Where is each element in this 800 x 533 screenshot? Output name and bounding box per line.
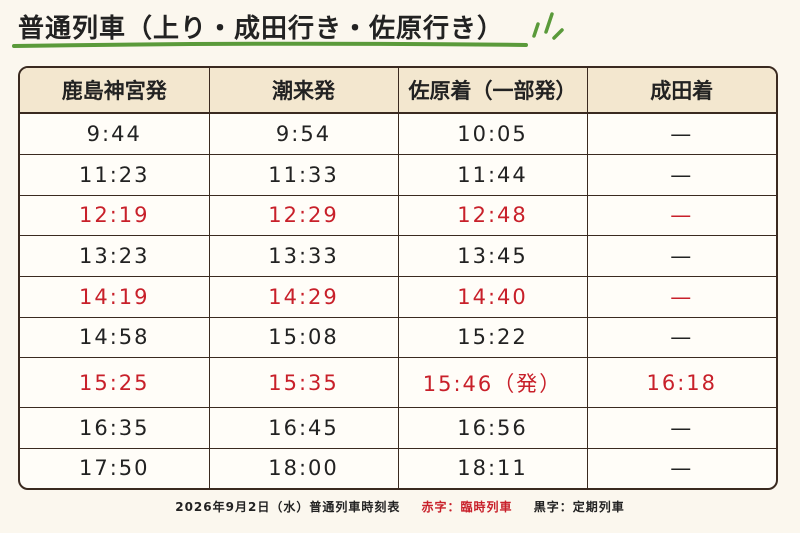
row: 14:19 14:29 14:40— — [20, 276, 776, 318]
cell: 18:11 — [398, 448, 588, 488]
caption: 2026年9月2日（水）普通列車時刻表 — [175, 500, 401, 514]
cell: 16:35 — [20, 407, 210, 449]
cell: 12:19 — [20, 195, 210, 237]
cell: 13:23 — [20, 235, 210, 277]
cell: — — [587, 235, 776, 277]
cell: — — [670, 456, 694, 481]
row: 13:23 13:33 13:45— — [20, 235, 776, 277]
row: 14:58 15:08 15:22— — [20, 317, 776, 359]
legend-red: 赤字：臨時列車 — [421, 500, 513, 514]
title-decoration — [12, 12, 564, 48]
column-header: 佐原着（一部発） — [398, 68, 588, 114]
cell: 15:46（発） — [398, 357, 588, 408]
row: 17:50 18:00 18:11 — — [20, 448, 776, 488]
column-header: 鹿島神宮発 — [20, 68, 210, 114]
title: 普通列車（上り・成田行き・佐原行き） — [18, 14, 505, 44]
row: 9:44 9:54 10:05— — [20, 113, 776, 155]
cell: 15:08 — [209, 317, 399, 359]
cell: 15:35 — [209, 357, 399, 408]
row: 12:19 12:29 12:48— — [20, 195, 776, 237]
timetable: 鹿島神宮発 潮来発 佐原着（一部発） 成田着 9:44 9:54 10:05—11:23 11… — [18, 66, 778, 490]
legend-black: 黒字：定期列車 — [533, 500, 625, 514]
row: 11:23 11:33 11:44— — [20, 154, 776, 196]
cell: 14:19 — [20, 276, 210, 318]
cell: 13:45 — [398, 235, 588, 277]
row: 16:35 16:45 16:56— — [20, 407, 776, 449]
cell: 14:40 — [398, 276, 588, 318]
cell: 12:29 — [209, 195, 399, 237]
cell: 11:44 — [398, 154, 588, 196]
cell: 14:58 — [20, 317, 210, 359]
cell: 9:44 — [20, 113, 210, 155]
footer: 2026年9月2日（水）普通列車時刻表 赤字：臨時列車 黒字：定期列車 — [0, 498, 800, 515]
cell: — — [587, 276, 776, 318]
cell: 12:48 — [398, 195, 588, 237]
cell: 11:23 — [20, 154, 210, 196]
table: 鹿島神宮発 潮来発 佐原着（一部発） 成田着 9:44 9:54 10:05—11:23 11… — [20, 68, 776, 488]
cell: — — [587, 317, 776, 359]
cell: 16:56 — [398, 407, 588, 449]
row: 15:25 15:35 15:46（発） 16:18 — [20, 357, 776, 408]
column-header: 成田着 — [587, 68, 776, 114]
cell: 16:45 — [209, 407, 399, 449]
cell: — — [587, 407, 776, 449]
column-header: 潮来発 — [209, 68, 399, 114]
cell: 18:00 — [209, 448, 399, 488]
cell: 9:54 — [209, 113, 399, 155]
cell: — — [587, 113, 776, 155]
cell: 17:50 — [20, 448, 210, 488]
cell: — — [587, 154, 776, 196]
cell: 14:29 — [209, 276, 399, 318]
cell: 16:18 — [587, 357, 776, 408]
cell: 11:33 — [209, 154, 399, 196]
cell: 15:22 — [398, 317, 588, 359]
cell: 10:05 — [398, 113, 588, 155]
cell: — — [587, 195, 776, 237]
cell: 15:25 — [20, 357, 210, 408]
cell: 13:33 — [209, 235, 399, 277]
